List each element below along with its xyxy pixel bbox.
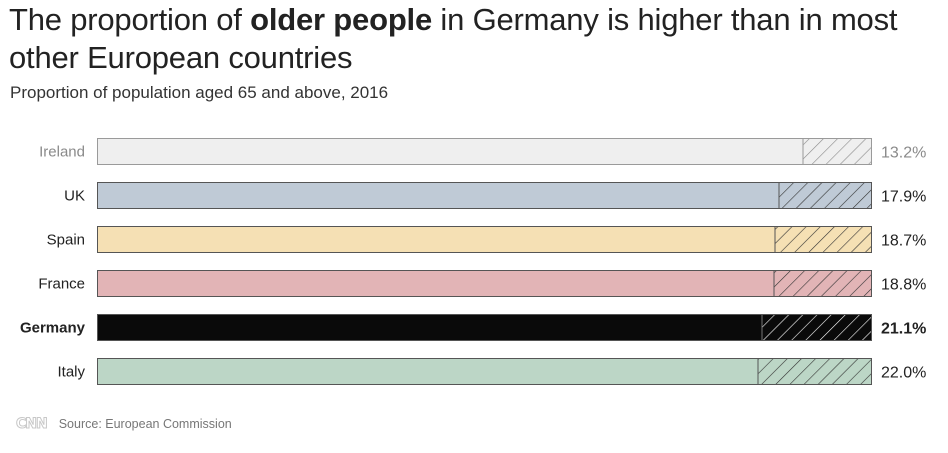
cnn-logo: CNN — [16, 416, 49, 433]
category-label: Germany — [20, 320, 86, 337]
bar-value-ireland — [803, 138, 872, 165]
title-emphasis: older people — [250, 2, 433, 37]
category-label: Ireland — [39, 144, 85, 161]
bar-value-germany — [762, 314, 872, 341]
category-label: UK — [64, 188, 85, 205]
bar-value-uk — [779, 182, 872, 209]
bar-outline — [97, 138, 872, 165]
bar-outline — [97, 226, 872, 253]
bar-outline — [97, 314, 872, 341]
bar-outline — [97, 358, 872, 385]
category-label: Spain — [47, 232, 85, 249]
bar-base-ireland — [97, 138, 803, 165]
bar-row-uk: UK 17.9% — [64, 182, 926, 209]
value-label: 18.7% — [881, 233, 926, 250]
bar-base-italy — [97, 358, 758, 385]
bar-base-spain — [97, 226, 775, 253]
chart-subtitle: Proportion of population aged 65 and abo… — [10, 83, 389, 102]
bar-row-germany: Germany 21.1% — [20, 314, 926, 341]
bar-row-spain: Spain 18.7% — [47, 226, 926, 253]
bar-value-italy — [758, 358, 872, 385]
bar-base-france — [97, 270, 774, 297]
bar-outline — [97, 270, 872, 297]
value-label: 22.0% — [881, 365, 926, 382]
value-label: 13.2% — [881, 145, 926, 162]
category-label: Italy — [57, 364, 85, 381]
category-label: France — [38, 276, 85, 293]
value-label: 21.1% — [881, 321, 926, 338]
bar-row-france: France 18.8% — [38, 270, 926, 297]
bar-base-uk — [97, 182, 779, 209]
source-note: Source: European Commission — [58, 417, 232, 431]
bar-row-ireland: Ireland 13.2% — [39, 138, 926, 165]
chart-title: The proportion of older people in German… — [9, 1, 939, 77]
bar-value-france — [774, 270, 872, 297]
footer: CNN Source: European Commission — [16, 414, 232, 434]
value-label: 18.8% — [881, 277, 926, 294]
bar-outline — [97, 182, 872, 209]
value-label: 17.9% — [881, 189, 926, 206]
bar-row-italy: Italy 22.0% — [57, 358, 926, 385]
title-part-1: The proportion of — [9, 2, 251, 37]
bar-chart: Ireland 13.2% UK 17.9% Spain 18.7% France 18.8%… — [20, 138, 926, 385]
title-part-2: in Germany is higher than in most other … — [9, 2, 898, 75]
bar-value-spain — [775, 226, 872, 253]
bar-base-germany — [97, 314, 762, 341]
